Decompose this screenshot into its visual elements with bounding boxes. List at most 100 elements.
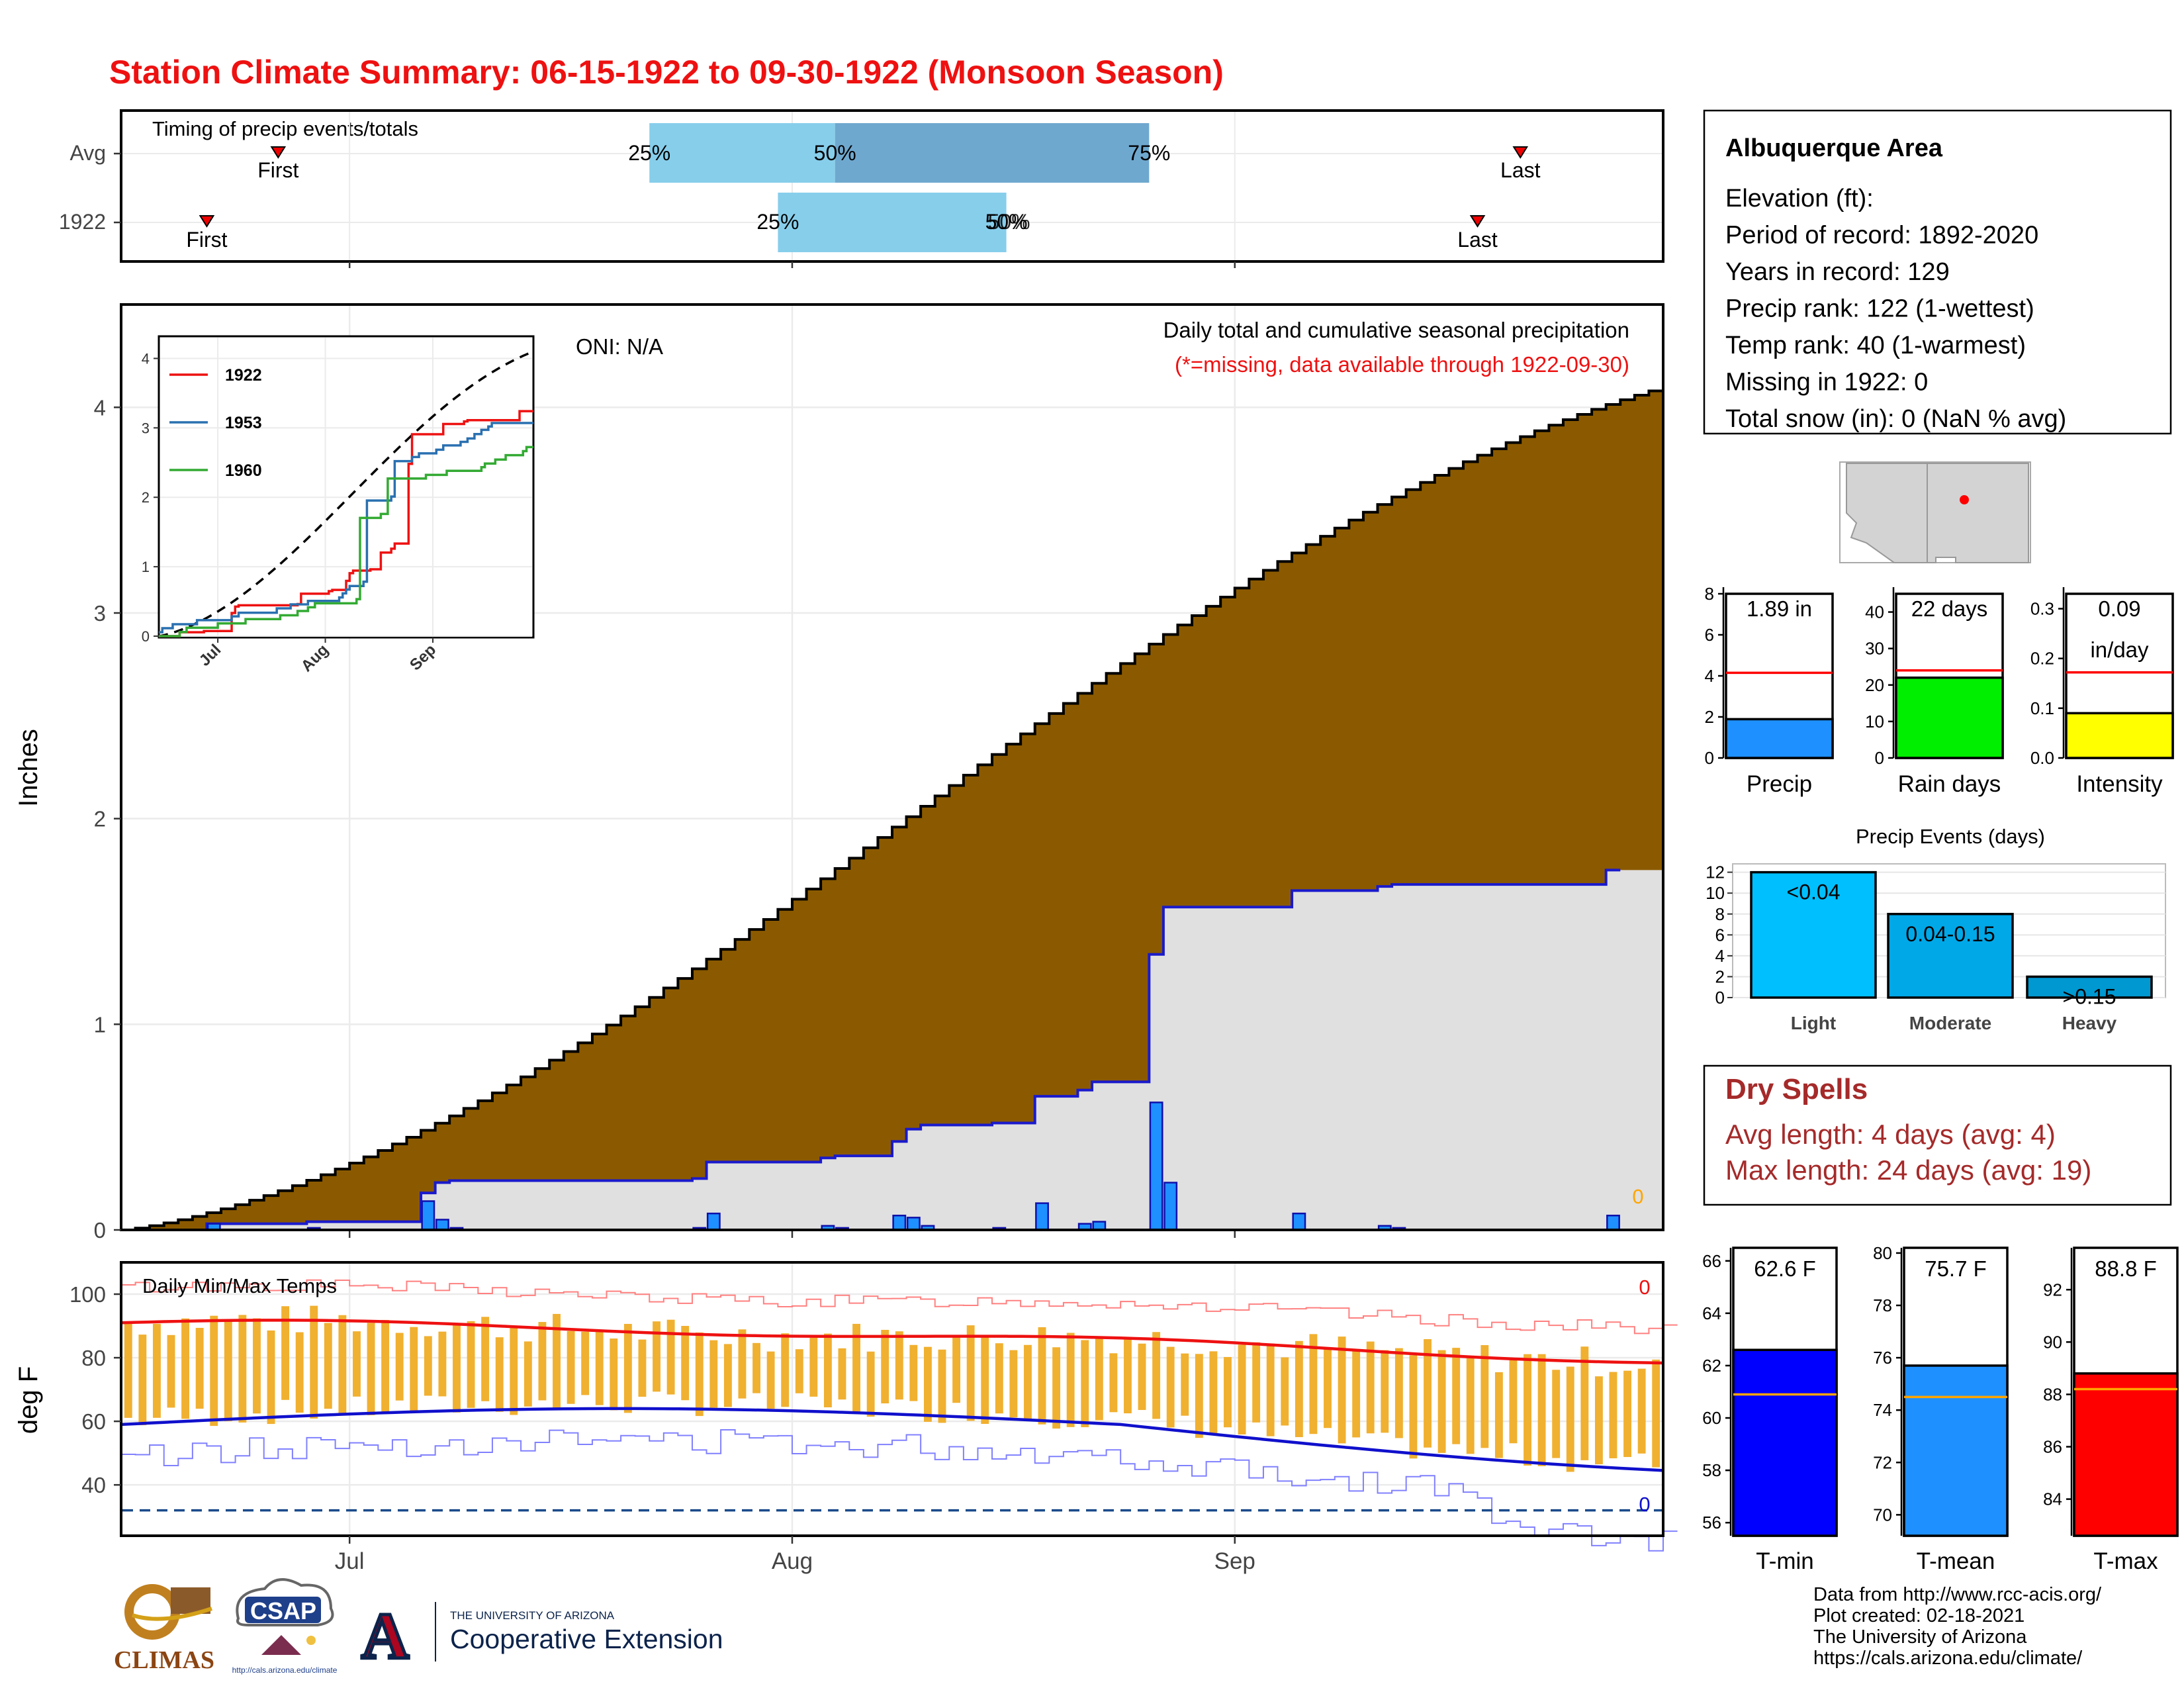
timing-row-label-avg: Avg	[69, 141, 106, 165]
inset-ytick-label: 2	[142, 489, 150, 506]
temp-summary-ytick-label: 72	[1873, 1452, 1892, 1472]
daily-temp-bar	[224, 1320, 232, 1421]
daily-temp-bar	[253, 1318, 261, 1414]
ua-name: THE UNIVERSITY OF ARIZONA	[450, 1609, 615, 1622]
events-category: Moderate	[1909, 1013, 1991, 1033]
station-info-line: Precip rank: 122 (1-wettest)	[1725, 295, 2034, 323]
summary-bars: 0 2 4 6 8 1.89 in Precip 0 10 20 30 40 22 days Rain d…	[1705, 584, 2174, 797]
daily-temp-bar	[310, 1305, 318, 1419]
inset-ytick-label: 4	[142, 350, 150, 367]
1922-cumulative-line	[121, 868, 1621, 1231]
daily-temp-bar	[1124, 1339, 1132, 1414]
daily-temp-bar	[1552, 1370, 1561, 1458]
daily-temp-bar	[952, 1335, 961, 1403]
temp-summary-bar-2	[2073, 1372, 2179, 1537]
1922-cumulative-area	[121, 870, 1663, 1230]
daily-precip-bar	[1163, 1182, 1178, 1231]
daily-temp-bar	[167, 1335, 175, 1408]
daily-temp-bar	[124, 1323, 132, 1418]
summary-ytick-label: 2	[1705, 707, 1714, 727]
summary-bar-label: 1.89 in	[1747, 596, 1812, 621]
daily-temp-bar	[1224, 1356, 1232, 1428]
oni-label: ONI: N/A	[576, 334, 663, 359]
ua-logo-letter: A	[361, 1599, 409, 1673]
inset-1960-line	[159, 445, 533, 637]
daily-temp-bar	[738, 1329, 747, 1399]
1922-first-label: First	[186, 228, 227, 252]
station-info-line: Period of record: 1892-2020	[1725, 222, 2038, 250]
summary-bar-1	[1895, 677, 2004, 759]
summary-ytick-label: 0.2	[2030, 649, 2054, 669]
daily-temp-bar	[695, 1332, 704, 1417]
avg-first-marker	[270, 146, 287, 159]
daily-temp-bar	[938, 1349, 946, 1423]
daily-temp-bar	[595, 1332, 604, 1405]
daily-temp-bar	[1466, 1356, 1475, 1454]
daily-temp-bar	[523, 1341, 532, 1407]
daily-temp-bar	[1524, 1354, 1531, 1466]
summary-bar-name: Rain days	[1898, 771, 2001, 797]
summary-bar-2	[2065, 712, 2174, 759]
events-bar-label: <0.04	[1787, 880, 1841, 904]
daily-temp-bar	[653, 1321, 660, 1392]
daily-temp-bar	[438, 1331, 447, 1397]
daily-temp-bar	[1109, 1353, 1118, 1413]
temp-summary-label: 88.8 F	[2095, 1256, 2157, 1281]
daily-temp-bar	[1238, 1344, 1246, 1434]
timing-title: Timing of precip events/totals	[152, 117, 418, 140]
events-bar-2	[2026, 975, 2153, 999]
station-name: Albuquerque Area	[1725, 134, 1943, 162]
1922-last-marker	[1469, 215, 1486, 228]
dry-spells-max: Max length: 24 days (avg: 19)	[1725, 1154, 2091, 1186]
inset-legend-label: 1953	[225, 414, 262, 432]
temp-zero-bottom: 0	[1639, 1493, 1650, 1516]
daily-temp-bar	[752, 1342, 760, 1393]
daily-temp-bar	[1181, 1353, 1189, 1416]
temp-summary-ytick-label: 64	[1702, 1303, 1721, 1323]
summary-ytick-label: 0	[1875, 748, 1884, 768]
precip-ytick-label: 1	[94, 1012, 106, 1037]
daily-temp-bar	[324, 1323, 332, 1409]
daily-temp-bar	[567, 1331, 575, 1404]
daily-temp-bar	[1452, 1348, 1461, 1444]
summary-bar-name: Precip	[1747, 771, 1812, 797]
daily-temp-bar	[395, 1333, 404, 1401]
avg-tmin-line	[120, 1407, 1664, 1472]
temp-summary-ytick-label: 60	[1702, 1408, 1721, 1428]
daily-temp-bar	[1009, 1350, 1018, 1418]
temp-summary-name: T-mean	[1917, 1548, 1995, 1574]
daily-temp-bar	[495, 1337, 504, 1412]
daily-temp-bar	[153, 1323, 161, 1418]
daily-temp-bar	[1338, 1336, 1346, 1444]
temp-summary-name: T-min	[1756, 1548, 1814, 1574]
events-category: Heavy	[2062, 1013, 2117, 1033]
avg-tmax-line	[120, 1319, 1664, 1365]
daily-temp-bar	[553, 1313, 561, 1409]
daily-temp-bar	[638, 1339, 647, 1397]
daily-temp-bar	[510, 1328, 518, 1415]
climas-logo: CLIMAS	[114, 1584, 214, 1674]
summary-bar-label: 22 days	[1911, 596, 1988, 621]
daily-temp-bar	[1095, 1338, 1103, 1421]
precip-ytick-label: 2	[94, 807, 106, 831]
daily-temp-bar	[481, 1317, 490, 1401]
daily-temp-bar	[424, 1336, 432, 1396]
events-bar-label: 0.04-0.15	[1905, 922, 1995, 946]
temp-ytick-label: 60	[81, 1409, 106, 1434]
figure-title: Station Climate Summary: 06-15-1922 to 0…	[109, 54, 1224, 91]
avg-first-label: First	[257, 158, 298, 182]
events-ytick-label: 2	[1715, 966, 1725, 986]
climas-logo-text: CLIMAS	[114, 1646, 214, 1674]
summary-ytick-label: 8	[1705, 584, 1714, 604]
daily-temp-bar	[866, 1351, 875, 1417]
daily-temp-bar	[1537, 1354, 1546, 1466]
month-axis-label: Jul	[335, 1548, 365, 1574]
precip-events-title: Precip Events (days)	[1856, 825, 2045, 848]
daily-temp-bar	[838, 1348, 846, 1400]
month-axis-label: Aug	[772, 1548, 813, 1574]
daily-temp-bar	[453, 1325, 461, 1413]
inset-ytick-label: 1	[142, 559, 150, 575]
daily-temp-bar	[666, 1319, 675, 1395]
